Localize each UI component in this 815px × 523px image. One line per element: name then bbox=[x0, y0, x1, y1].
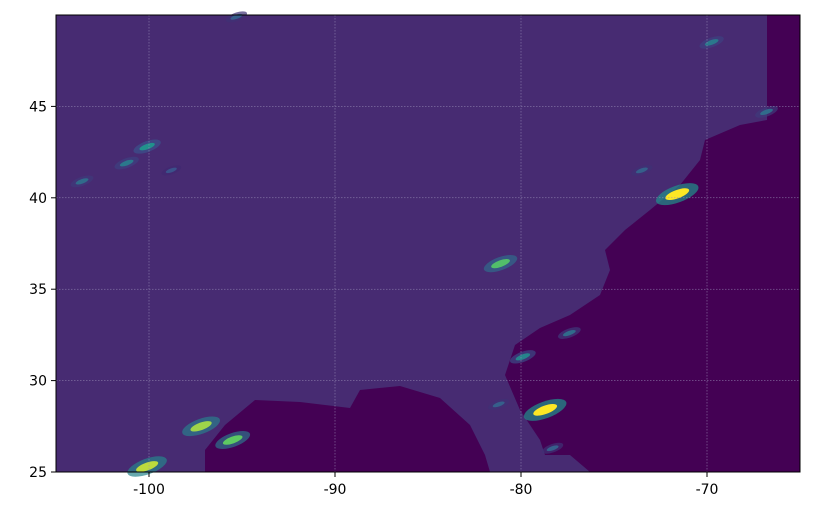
feature-core bbox=[75, 178, 89, 185]
ytick-label: 30 bbox=[29, 374, 47, 390]
feature-core bbox=[492, 401, 505, 408]
feature-core bbox=[533, 404, 558, 416]
feature-core bbox=[139, 142, 155, 151]
feature-core bbox=[635, 167, 648, 174]
masked-regions bbox=[205, 15, 800, 472]
feature-core bbox=[222, 435, 243, 445]
masked-region bbox=[505, 15, 800, 472]
xtick-label: -100 bbox=[133, 482, 165, 498]
feature-core bbox=[562, 329, 576, 337]
feature-core bbox=[119, 159, 134, 167]
ytick-label: 40 bbox=[29, 191, 47, 207]
ytick-label: 25 bbox=[29, 465, 47, 481]
masked-region bbox=[205, 386, 490, 472]
plot-frame bbox=[55, 14, 801, 473]
xtick-label: -80 bbox=[510, 482, 533, 498]
ytick-label: 45 bbox=[29, 99, 47, 115]
feature-core bbox=[515, 353, 531, 361]
feature-core bbox=[665, 188, 690, 200]
xtick-label: -70 bbox=[696, 482, 719, 498]
feature-core bbox=[190, 421, 212, 432]
feature-core bbox=[491, 259, 510, 269]
axis-ticks: -100 -90 -80 -70 25 30 35 40 45 bbox=[29, 99, 718, 498]
feature-core bbox=[704, 39, 719, 46]
xtick-label: -90 bbox=[324, 482, 347, 498]
feature-core bbox=[136, 461, 159, 472]
feature-core bbox=[165, 167, 177, 174]
feature-core bbox=[546, 445, 559, 452]
ytick-label: 35 bbox=[29, 282, 47, 298]
feature-core bbox=[760, 108, 773, 116]
precip-features bbox=[70, 11, 778, 477]
